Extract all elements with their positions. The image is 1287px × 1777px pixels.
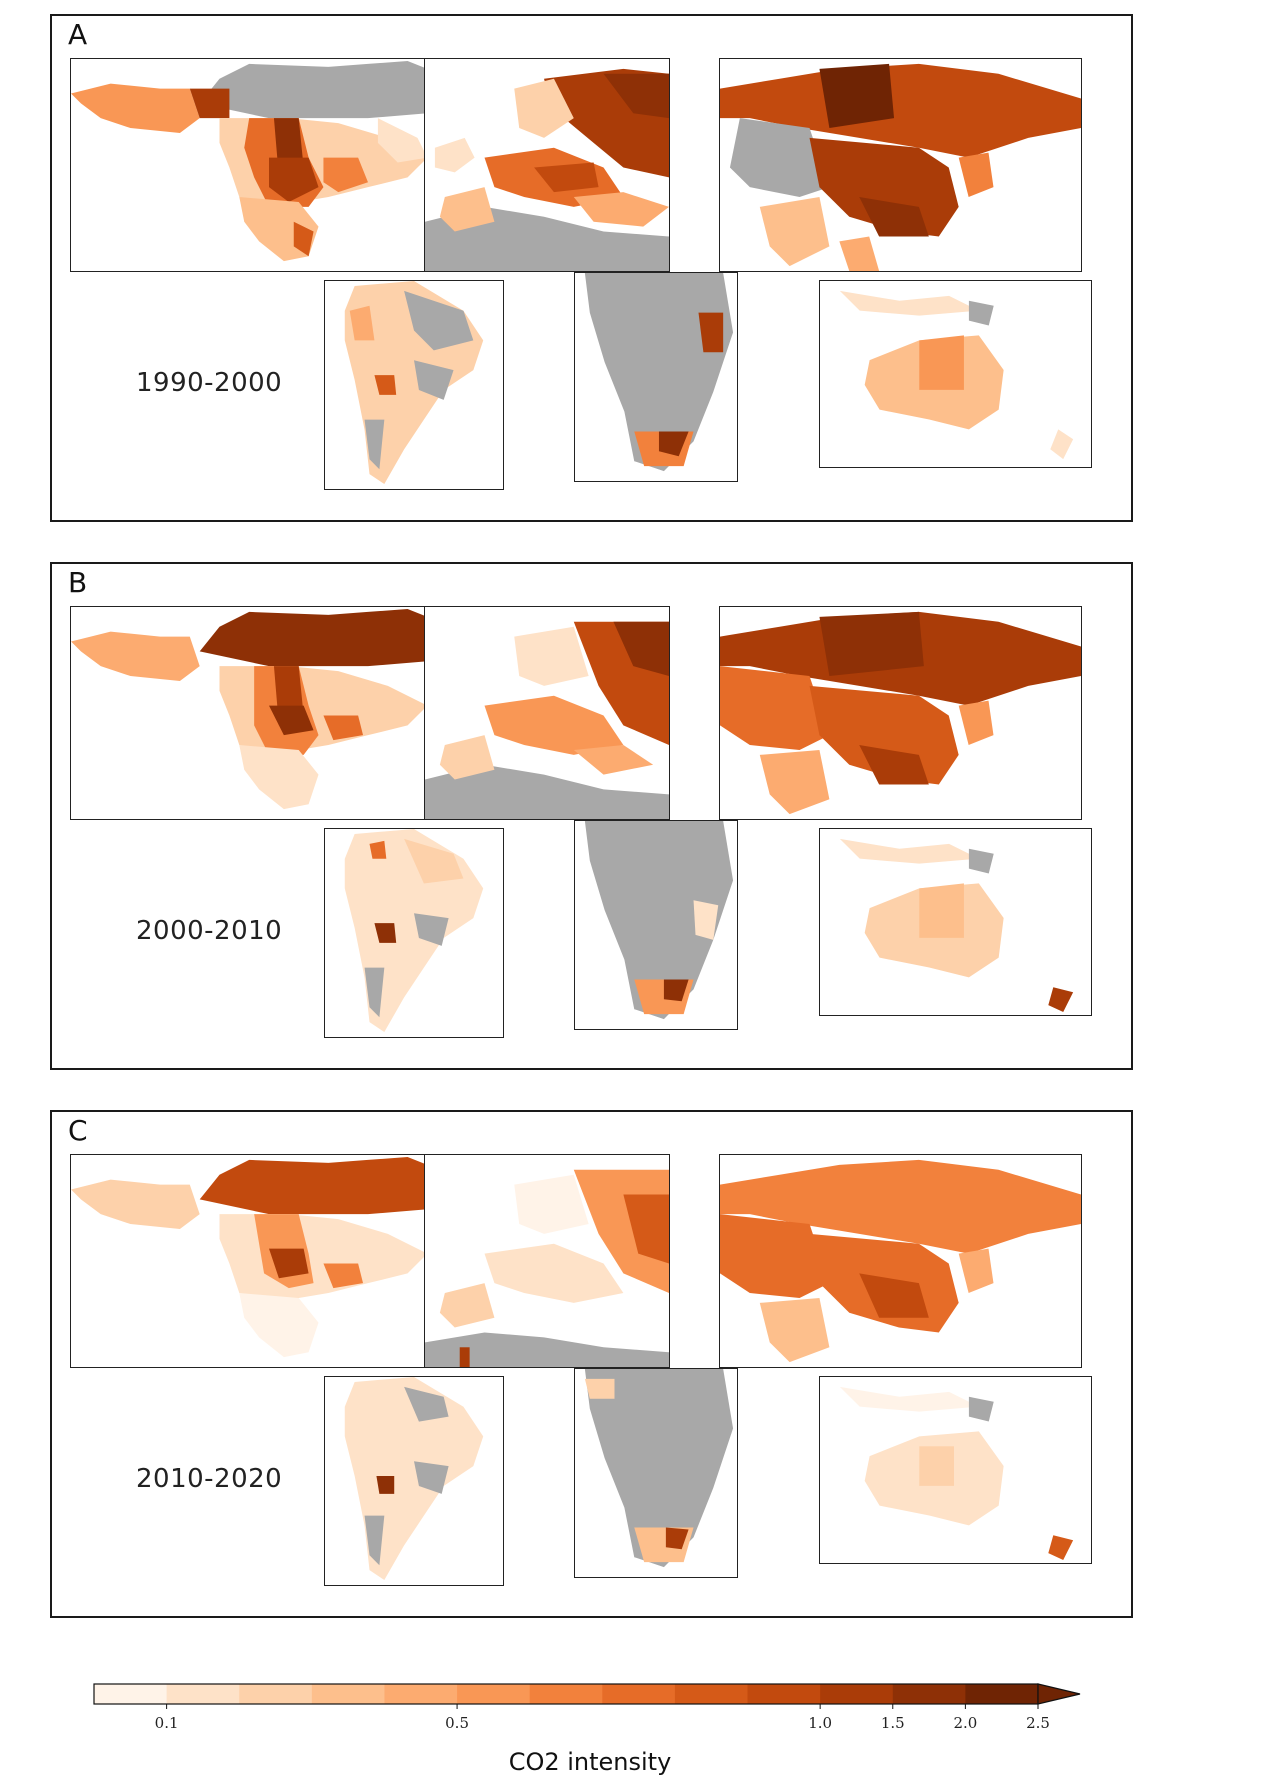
period-label: 2010-2020	[136, 1464, 283, 1494]
panel-label: B	[68, 566, 88, 599]
map-oceania	[819, 828, 1092, 1016]
colorbar-legend: 0.1 0.5 1.0 1.5 2.0 2.5 CO2 intensity	[90, 1672, 1090, 1777]
colorbar-tick-label: 2.0	[953, 1714, 977, 1732]
map-asia	[719, 606, 1082, 820]
colorbar-tick-label: 1.0	[808, 1714, 832, 1732]
colorbar-bin	[892, 1684, 966, 1704]
panel-label: A	[68, 18, 88, 51]
colorbar-bin	[602, 1684, 676, 1704]
colorbar-bin	[529, 1684, 603, 1704]
colorbar-bin	[674, 1684, 749, 1704]
map-oceania	[819, 280, 1092, 468]
map-southern-africa	[574, 820, 738, 1030]
map-south-america	[324, 1376, 504, 1586]
map-north-america	[70, 58, 468, 272]
map-europe	[424, 606, 670, 820]
panel-a: A 1990-2000	[50, 14, 1133, 522]
map-southern-africa	[574, 1368, 738, 1578]
colorbar-svg: 0.1 0.5 1.0 1.5 2.0 2.5 CO2 intensity	[93, 1683, 1081, 1776]
map-europe	[424, 58, 670, 272]
colorbar-bin	[239, 1684, 313, 1704]
colorbar-bin	[94, 1684, 168, 1704]
map-southern-africa	[574, 272, 738, 482]
colorbar-bin	[747, 1684, 821, 1704]
colorbar-bin	[457, 1684, 531, 1704]
map-asia	[719, 58, 1082, 272]
colorbar-tick-label: 0.5	[445, 1714, 469, 1732]
panel-c: C 2010-2020	[50, 1110, 1133, 1618]
colorbar-tick-label: 0.1	[155, 1714, 179, 1732]
period-label: 2000-2010	[136, 916, 283, 946]
period-label: 1990-2000	[136, 368, 283, 398]
colorbar-bin	[820, 1684, 894, 1704]
map-asia	[719, 1154, 1082, 1368]
panel-label: C	[68, 1114, 88, 1147]
map-oceania	[819, 1376, 1092, 1564]
colorbar-bin	[166, 1684, 240, 1704]
map-south-america	[324, 280, 504, 490]
colorbar-bin	[384, 1684, 458, 1704]
colorbar-tick-label: 2.5	[1026, 1714, 1050, 1732]
colorbar-bin	[965, 1684, 1039, 1704]
colorbar-tick-label: 1.5	[881, 1714, 905, 1732]
map-south-america	[324, 828, 504, 1038]
map-north-america	[70, 1154, 468, 1368]
colorbar-extend-triangle	[1037, 1683, 1081, 1705]
map-europe	[424, 1154, 670, 1368]
map-north-america	[70, 606, 468, 820]
colorbar-label: CO2 intensity	[509, 1748, 672, 1776]
panel-b: B 2000-2010	[50, 562, 1133, 1070]
colorbar-bin	[311, 1684, 385, 1704]
